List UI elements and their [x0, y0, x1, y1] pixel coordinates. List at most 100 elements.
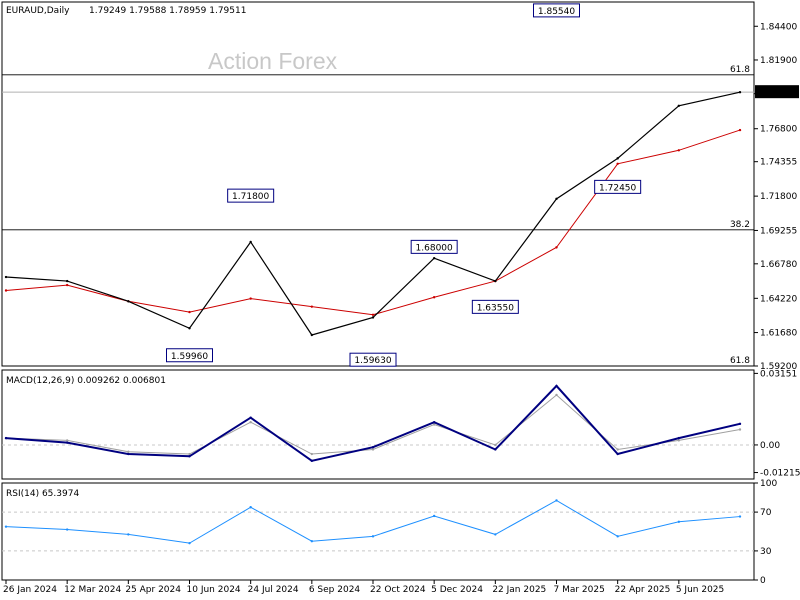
rsi-line-point	[432, 514, 436, 518]
price-y-tick-label: 1.74355	[760, 158, 797, 168]
rsi-line-point	[494, 533, 497, 536]
macd-y-tick-label: 0.00	[760, 441, 780, 451]
price-line-point	[188, 327, 191, 330]
moving-average-line-point	[677, 149, 681, 152]
price-line-point	[432, 256, 436, 260]
macd-signal-line-point	[616, 448, 619, 451]
price-y-tick-label: 1.61680	[760, 329, 797, 339]
price-line-point	[738, 90, 742, 94]
price-header-ohlc: 1.79249 1.79588 1.78959 1.79511	[89, 6, 246, 16]
x-tick-label: 22 Jan 2025	[492, 585, 546, 595]
macd-signal-line-point	[310, 452, 314, 456]
rsi-y-tick-label: 100	[760, 479, 777, 489]
moving-average-line-point	[188, 310, 191, 314]
macd-y-tick-label: 0.03151	[760, 369, 797, 379]
macd-main-line-point	[127, 452, 130, 456]
price-label-box	[594, 179, 642, 194]
x-tick-label: 6 Sep 2024	[309, 585, 361, 595]
price-y-tick-label: 1.71800	[760, 192, 797, 202]
rsi-line-point	[616, 535, 619, 538]
macd-signal-line-point	[494, 443, 497, 447]
price-label: 1.68000	[416, 243, 453, 253]
macd-main-line-point	[677, 436, 681, 440]
pane-frame-macd	[1, 369, 755, 480]
macd-signal-line-point	[65, 439, 69, 442]
current-price-box	[755, 85, 799, 99]
watermark: Action Forex	[208, 48, 338, 74]
price-header-symbol: EURAUD,Daily	[6, 6, 70, 16]
label-layer: 61.8 38.2 61.8 1.79511 1.85540 1.71800 1.68000…	[166, 3, 799, 367]
macd-signal-line-point	[371, 448, 375, 451]
price-label: 1.72450	[599, 183, 636, 193]
current-price-label: 1.79511	[758, 88, 795, 98]
macd-signal-line-point	[738, 428, 742, 431]
price-line-point	[494, 279, 497, 283]
pane-frame-rsi	[1, 482, 755, 581]
moving-average-line-point	[371, 313, 375, 316]
x-tick-label: 24 Jul 2024	[248, 585, 299, 595]
macd-signal-line-point	[127, 450, 130, 453]
macd-signal-line-point	[188, 452, 191, 456]
rsi-line-point	[188, 541, 191, 545]
rsi-title: RSI(14) 65.3974	[6, 489, 79, 499]
price-label-box	[410, 239, 458, 254]
moving-average-line-point	[432, 296, 436, 299]
macd-main-line-point	[432, 421, 436, 424]
price-label: 1.59630	[354, 356, 391, 366]
rsi-y-tick-label: 70	[760, 508, 772, 518]
moving-average-line-point	[249, 297, 252, 300]
price-line-point	[249, 240, 252, 244]
price-label: 1.63550	[477, 303, 514, 313]
x-tick-label: 25 Apr 2024	[125, 585, 181, 595]
price-label: 1.71800	[232, 192, 269, 202]
macd-main-line-point	[616, 452, 619, 456]
price-label: 1.59960	[171, 352, 208, 362]
rsi-line-point	[555, 499, 558, 502]
price-line-point	[310, 333, 314, 337]
rsi-line-point	[371, 535, 375, 538]
rsi-y-tick-label: 0	[760, 576, 766, 586]
rsi-y-tick-label: 30	[760, 547, 772, 557]
moving-average-line-point	[65, 283, 69, 287]
fib-level-label: 38.2	[730, 220, 750, 230]
macd-title: MACD(12,26,9) 0.009262 0.006801	[6, 376, 166, 386]
macd-signal-line-point	[555, 393, 558, 397]
moving-average-line-point	[310, 305, 314, 308]
price-label-box	[227, 188, 275, 203]
price-label: 1.85540	[538, 7, 575, 17]
moving-average-line-point	[4, 289, 8, 292]
macd-main-line-point	[249, 416, 252, 419]
price-y-tick-label: 1.64220	[760, 294, 797, 304]
price-line-point	[127, 300, 130, 303]
rsi-line-point	[738, 515, 742, 518]
x-tick-label: 5 Jun 2025	[676, 585, 724, 595]
rsi-line-point	[65, 528, 69, 531]
x-tick-label: 10 Jun 2024	[187, 585, 241, 595]
macd-main-line-point	[494, 448, 497, 451]
rsi-line-point	[249, 506, 252, 509]
fib-level-label: 61.8	[730, 65, 750, 75]
price-y-tick-label: 1.69255	[760, 226, 797, 236]
price-y-tick-label: 1.59200	[760, 362, 797, 372]
moving-average-line-point	[738, 128, 742, 132]
x-tick-label: 7 Mar 2025	[554, 585, 605, 595]
macd-main-line-point	[371, 446, 375, 449]
macd-main-line-point	[4, 436, 8, 440]
macd-main-line-point	[310, 459, 314, 463]
macd-main-line-point	[188, 455, 191, 458]
macd-y-tick-label: -0.012158	[760, 469, 800, 479]
macd-main-line-point	[555, 384, 558, 388]
price-label-box	[471, 299, 519, 314]
rsi-line-point	[310, 540, 314, 543]
price-label-box	[533, 3, 580, 18]
price-line-point	[65, 279, 69, 283]
x-tick-label: 5 Dec 2024	[431, 585, 483, 595]
x-tick-label: 22 Oct 2024	[370, 585, 426, 595]
macd-signal-line-point	[249, 421, 252, 424]
macd-signal-line-point	[677, 439, 681, 442]
macd-main-line-point	[65, 441, 69, 444]
price-label-box	[166, 348, 213, 363]
moving-average-line-point	[616, 162, 619, 165]
